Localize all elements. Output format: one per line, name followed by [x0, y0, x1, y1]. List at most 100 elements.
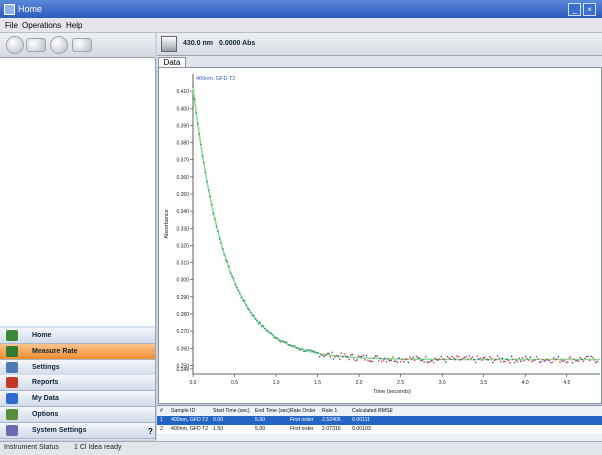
data-point	[393, 360, 396, 363]
data-point	[463, 356, 466, 359]
data-point	[443, 359, 446, 361]
data-point	[449, 358, 452, 361]
data-point	[378, 360, 380, 362]
data-point	[395, 360, 397, 363]
nav-item-my-data[interactable]: My Data	[0, 391, 155, 408]
table-row[interactable]: 2 400nm, GFD T2 1.50 5.00 First order 2.07316…	[157, 425, 602, 434]
data-point	[215, 225, 218, 228]
circle-button[interactable]	[50, 36, 68, 54]
data-point	[515, 359, 517, 362]
nav-item-reports[interactable]: Reports	[0, 375, 155, 392]
menu-help[interactable]: Help	[66, 21, 83, 30]
data-point	[409, 356, 411, 359]
data-point	[540, 360, 542, 363]
data-point	[410, 358, 413, 361]
data-point	[259, 321, 261, 324]
data-point	[438, 358, 441, 360]
left-panel	[0, 58, 156, 326]
data-point	[349, 354, 352, 356]
minimize-button[interactable]: _	[568, 3, 581, 16]
data-point	[498, 357, 500, 360]
data-point	[479, 357, 482, 360]
menu-operations[interactable]: Operations	[22, 21, 62, 30]
data-point	[324, 354, 327, 357]
data-point	[534, 359, 536, 361]
y-tick-label: 0.280	[176, 312, 189, 318]
data-point	[295, 346, 297, 349]
data-point	[407, 361, 410, 364]
table-row[interactable]: 1 400nm, GFD T2 0.00 5.00 First order 2.52405…	[157, 416, 602, 425]
data-point	[293, 344, 296, 347]
data-point	[403, 360, 405, 363]
data-point	[256, 320, 258, 322]
data-point	[401, 358, 403, 361]
close-button[interactable]: ×	[583, 3, 596, 16]
data-point	[220, 242, 222, 244]
data-point	[595, 361, 597, 364]
data-point	[426, 361, 429, 363]
data-point	[385, 360, 388, 363]
data-point	[235, 286, 238, 289]
data-point	[210, 203, 213, 206]
data-point	[206, 181, 208, 183]
data-point	[389, 359, 391, 362]
data-point	[384, 357, 386, 360]
tab-data[interactable]: Data	[158, 57, 186, 68]
data-point	[304, 350, 307, 353]
data-point	[335, 354, 338, 357]
table-cell: 400nm, GFD T2	[171, 417, 209, 423]
data-point	[432, 361, 435, 364]
data-point	[415, 355, 418, 358]
table-cell: End Time (sec)	[255, 408, 290, 414]
data-point	[278, 339, 280, 342]
data-point	[531, 360, 533, 363]
data-point	[331, 351, 333, 354]
table-cell: 0.00103	[352, 426, 371, 432]
data-point	[273, 336, 275, 339]
data-point	[454, 358, 457, 361]
nav-item-system-settings[interactable]: System Settings	[0, 422, 155, 439]
table-cell: 2	[160, 426, 163, 432]
data-point	[242, 299, 244, 302]
data-point	[518, 357, 521, 360]
data-point	[270, 332, 272, 334]
data-point	[371, 360, 374, 363]
nav-item-settings[interactable]: Settings	[0, 359, 155, 376]
help-icon[interactable]: ?	[148, 427, 153, 436]
instrument-icon[interactable]	[161, 36, 177, 52]
back-button[interactable]	[6, 36, 24, 54]
data-point	[554, 358, 557, 361]
y-tick-label: 0.360	[176, 175, 189, 181]
y-tick-label: 0.340	[176, 209, 189, 215]
reports-icon	[6, 377, 18, 389]
data-point	[482, 356, 485, 359]
link-button[interactable]	[72, 38, 92, 52]
nav-item-measure-rate[interactable]: Measure Rate	[0, 343, 155, 360]
data-point	[552, 357, 555, 359]
nav-item-options[interactable]: Options	[0, 407, 155, 423]
data-point	[545, 359, 547, 361]
data-point	[281, 340, 283, 343]
data-point	[493, 359, 496, 362]
data-point	[323, 355, 325, 358]
data-point	[542, 358, 544, 361]
data-point	[314, 351, 316, 353]
data-point	[320, 354, 322, 356]
y-tick-label: 0.370	[176, 158, 189, 164]
tab-bar: Data	[157, 56, 602, 68]
data-point	[237, 289, 240, 292]
y-tick-label: 0.290	[176, 295, 189, 301]
data-point	[275, 337, 277, 340]
layout-button[interactable]	[26, 38, 46, 52]
data-point	[562, 360, 564, 363]
data-point	[465, 355, 468, 358]
data-point	[521, 357, 524, 359]
data-point	[248, 308, 250, 311]
data-point	[437, 359, 440, 361]
data-point	[532, 359, 535, 362]
data-point	[476, 355, 479, 357]
menu-file[interactable]: File	[5, 21, 18, 30]
data-point	[474, 361, 477, 364]
nav-item-label: System Settings	[32, 426, 87, 434]
nav-item-home[interactable]: Home	[0, 328, 155, 344]
